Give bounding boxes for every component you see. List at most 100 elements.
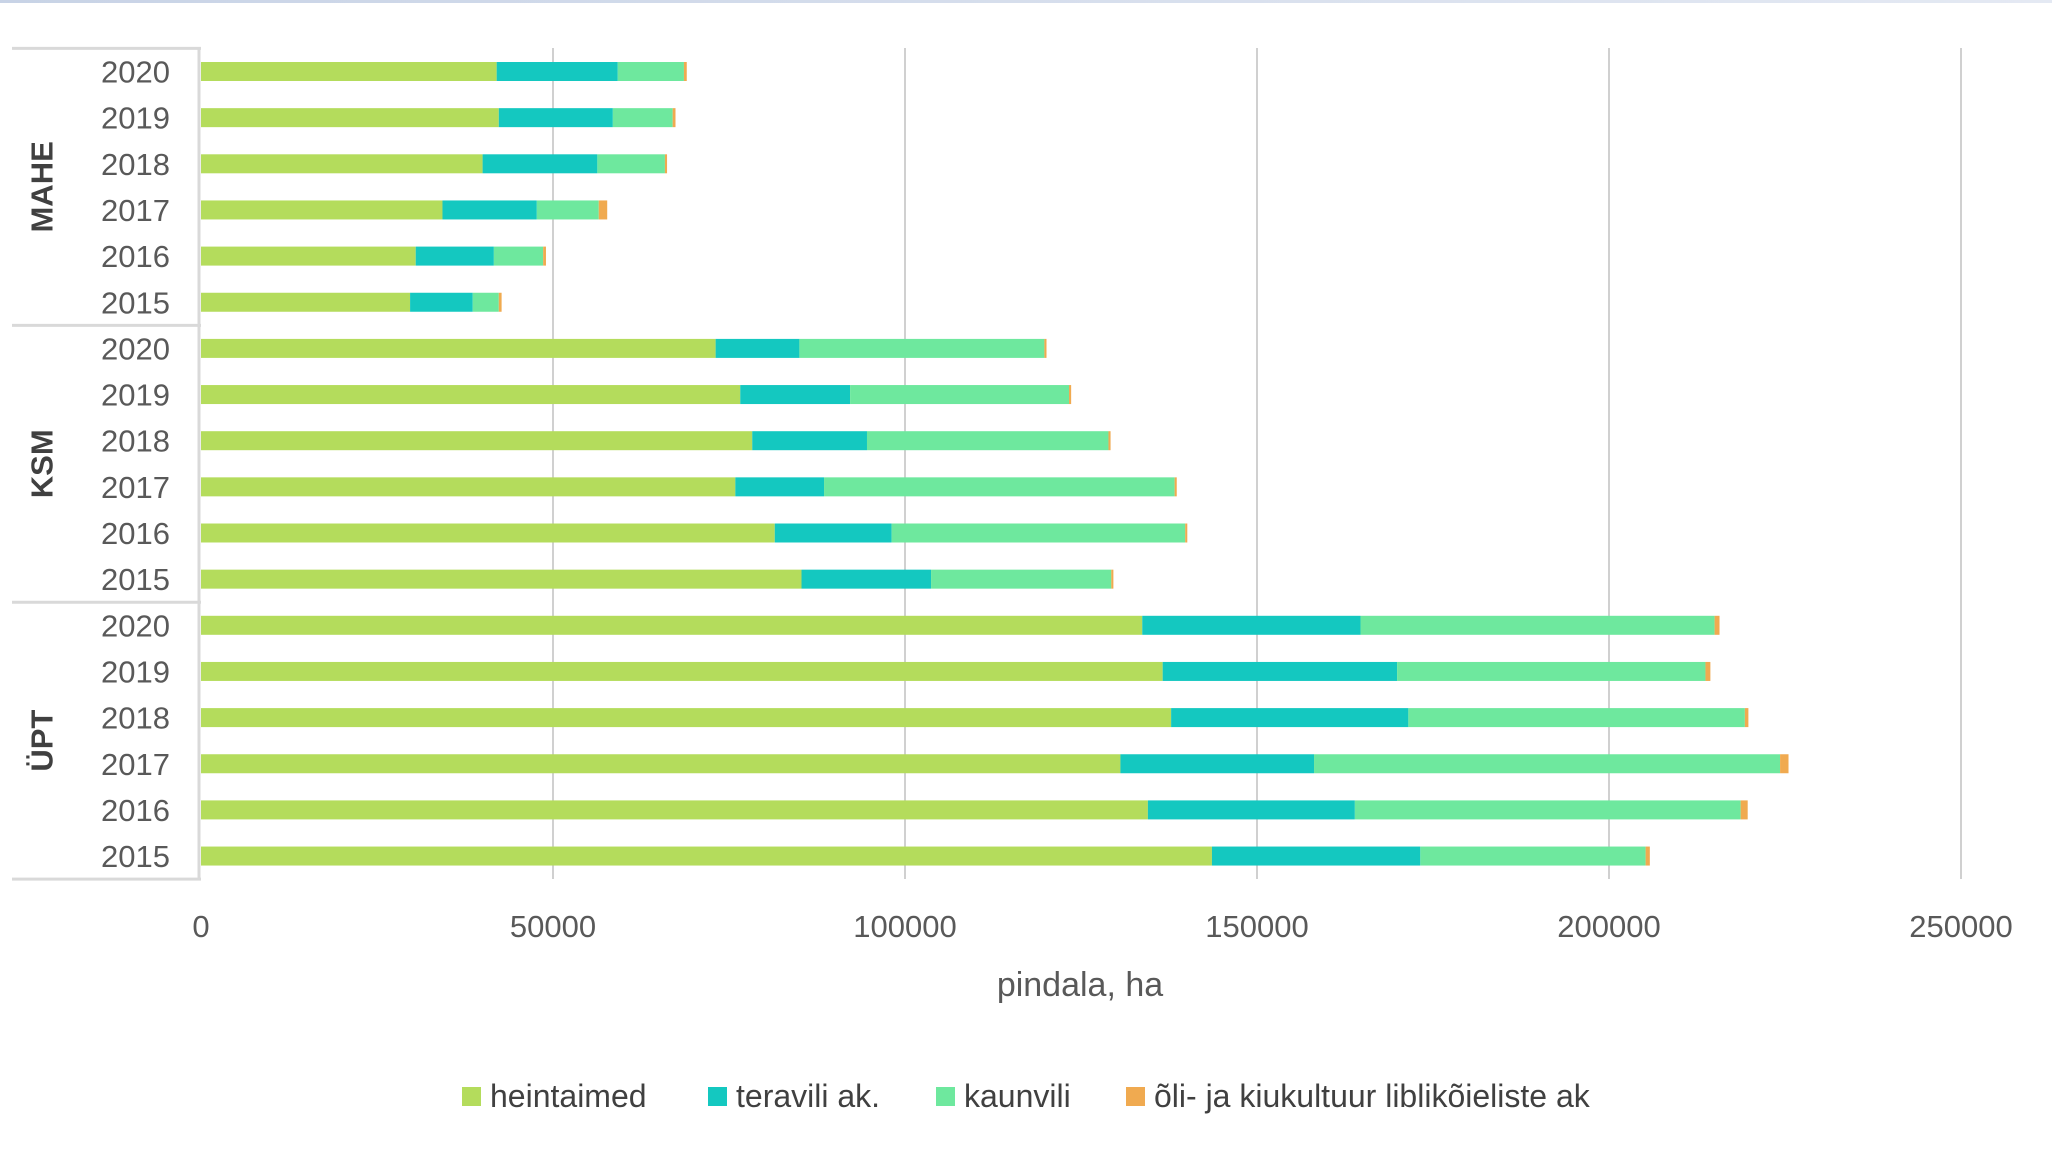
bar-üpt-2017-1: [201, 754, 1121, 774]
category-tick-label: 2017: [101, 747, 170, 782]
bar-ksm-2017-4: [1174, 477, 1177, 497]
x-axis-title: pindala, ha: [997, 966, 1163, 1004]
group-label: ÜPT: [25, 710, 60, 772]
bar-üpt-2017-4: [1780, 754, 1789, 774]
category-tick-label: 2019: [101, 654, 170, 689]
legend-label: õli- ja kiukultuur liblikõieliste ak: [1154, 1078, 1591, 1114]
legend-swatch: [1126, 1087, 1145, 1106]
bar-ksm-2019-2: [740, 385, 851, 405]
bar-ksm-2015-3: [931, 569, 1112, 589]
bar-ksm-2016-1: [201, 523, 775, 543]
bar-mahe-2015-2: [410, 292, 473, 312]
category-tick-label: 2017: [101, 193, 170, 228]
bar-mahe-2018-3: [597, 154, 665, 174]
category-tick-label: 2019: [101, 101, 170, 136]
bar-ksm-2018-3: [866, 431, 1109, 451]
top-border: [0, 0, 2052, 3]
bar-üpt-2016-1: [201, 800, 1148, 820]
category-tick-label: 2016: [101, 793, 170, 828]
category-tick-label: 2020: [101, 55, 170, 90]
bar-mahe-2020-2: [496, 62, 618, 81]
category-tick-label: 2020: [101, 608, 170, 643]
bar-üpt-2015-4: [1645, 846, 1650, 866]
legend-label: heintaimed: [490, 1078, 647, 1114]
category-tick-label: 2017: [101, 470, 170, 505]
bar-mahe-2017-4: [598, 200, 608, 220]
legend-label: kaunvili: [964, 1078, 1071, 1114]
category-tick-label: 2015: [101, 839, 170, 874]
category-tick-label: 2015: [101, 562, 170, 597]
bar-üpt-2017-2: [1120, 754, 1315, 774]
x-tick-label: 100000: [853, 909, 956, 944]
bar-mahe-2015-4: [498, 292, 502, 312]
legend: heintaimed teravili ak. kaunvili õli- ja ki…: [462, 1078, 1591, 1114]
legend-swatch: [462, 1087, 481, 1106]
bar-mahe-2020-1: [201, 62, 497, 81]
bar-üpt-2016-3: [1354, 800, 1741, 820]
bar-ksm-2018-1: [201, 431, 753, 451]
bar-üpt-2017-3: [1314, 754, 1781, 774]
bar-mahe-2015-3: [472, 292, 499, 312]
bar-üpt-2016-2: [1147, 800, 1355, 820]
bar-ksm-2017-2: [735, 477, 825, 497]
bar-ksm-2018-4: [1108, 431, 1111, 451]
bar-üpt-2020-3: [1360, 615, 1715, 635]
bar-üpt-2019-2: [1162, 661, 1398, 681]
bar-ksm-2016-2: [774, 523, 892, 543]
bar-ksm-2020-1: [201, 338, 716, 358]
category-tick-label: 2018: [101, 424, 170, 459]
legend-swatch: [936, 1087, 955, 1106]
bar-mahe-2016-3: [493, 246, 544, 266]
category-tick-label: 2018: [101, 147, 170, 182]
bar-üpt-2015-3: [1420, 846, 1646, 866]
bar-üpt-2019-1: [201, 661, 1163, 681]
bar-üpt-2018-1: [201, 708, 1172, 728]
category-tick-label: 2018: [101, 701, 170, 736]
category-axis: 2020 2019 2018 2017 2016 2015 MAHE 2020 2019 2018…: [12, 46, 201, 881]
bar-üpt-2018-2: [1171, 708, 1409, 728]
bar-mahe-2017-1: [201, 200, 443, 220]
value-axis-ticks: 0 50000 100000 150000 200000 250000: [192, 909, 2012, 944]
bar-mahe-2016-2: [415, 246, 494, 266]
bar-üpt-2019-3: [1397, 661, 1706, 681]
bar-mahe-2018-2: [482, 154, 598, 174]
bar-mahe-2020-3: [617, 62, 684, 81]
bar-mahe-2019-1: [201, 108, 499, 128]
bar-ksm-2016-3: [891, 523, 1186, 543]
bar-üpt-2016-4: [1740, 800, 1748, 820]
bar-mahe-2015-1: [201, 292, 411, 312]
legend-swatch: [708, 1087, 727, 1106]
x-tick-label: 0: [192, 909, 209, 944]
bar-ksm-2017-1: [201, 477, 736, 497]
bar-üpt-2015-1: [201, 846, 1212, 866]
bar-mahe-2020-4: [683, 62, 687, 81]
bar-ksm-2020-4: [1044, 338, 1047, 358]
bar-mahe-2017-2: [442, 200, 537, 220]
bar-ksm-2019-3: [850, 385, 1070, 405]
x-tick-label: 250000: [1909, 909, 2012, 944]
bar-ksm-2015-4: [1111, 569, 1114, 589]
bar-üpt-2015-2: [1211, 846, 1421, 866]
category-tick-label: 2016: [101, 516, 170, 551]
x-tick-label: 200000: [1557, 909, 1660, 944]
bar-üpt-2020-1: [201, 615, 1143, 635]
bar-ksm-2017-3: [824, 477, 1175, 497]
bar-ksm-2016-4: [1185, 523, 1188, 543]
group-label: KSM: [25, 429, 60, 498]
bar-mahe-2019-3: [612, 108, 673, 128]
bar-üpt-2018-4: [1744, 708, 1749, 728]
category-tick-label: 2020: [101, 331, 170, 366]
bar-üpt-2020-4: [1714, 615, 1720, 635]
bar-mahe-2018-1: [201, 154, 483, 174]
bars: [201, 62, 1789, 866]
bar-ksm-2018-2: [752, 431, 867, 451]
category-tick-label: 2019: [101, 378, 170, 413]
bar-ksm-2020-2: [715, 338, 800, 358]
bar-ksm-2015-2: [801, 569, 932, 589]
bar-ksm-2019-1: [201, 385, 741, 405]
x-tick-label: 150000: [1205, 909, 1308, 944]
bar-ksm-2015-1: [201, 569, 802, 589]
x-tick-label: 50000: [510, 909, 596, 944]
group-label: MAHE: [25, 141, 60, 232]
